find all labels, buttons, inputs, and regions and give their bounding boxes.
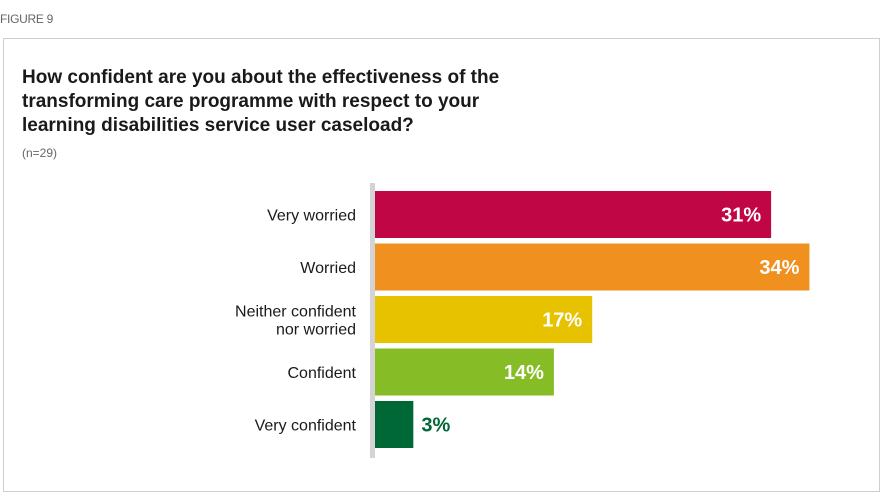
chart-title: How confident are you about the effectiv… bbox=[22, 67, 500, 136]
bar bbox=[375, 296, 593, 343]
category-label: Neither confident nor worried bbox=[235, 304, 357, 339]
data-label: 14% bbox=[504, 362, 544, 384]
bar bbox=[375, 191, 772, 238]
y-axis-line bbox=[370, 183, 375, 458]
bars-group: Very worried 31% Worried 34% Neither confide… bbox=[235, 191, 810, 448]
category-label: Worried bbox=[300, 260, 356, 277]
category-label: Very worried bbox=[267, 208, 356, 225]
bar bbox=[375, 243, 810, 291]
data-label: 17% bbox=[542, 310, 582, 332]
figure-label: FIGURE 9 bbox=[0, 12, 53, 26]
data-label: 31% bbox=[721, 205, 761, 227]
chart-subtitle: (n=29) bbox=[22, 146, 58, 160]
data-label: 3% bbox=[421, 415, 450, 437]
category-label: Very confident bbox=[255, 418, 357, 435]
bar bbox=[375, 401, 414, 448]
bar bbox=[375, 348, 554, 396]
data-label: 34% bbox=[759, 257, 799, 279]
category-label: Confident bbox=[288, 365, 357, 382]
